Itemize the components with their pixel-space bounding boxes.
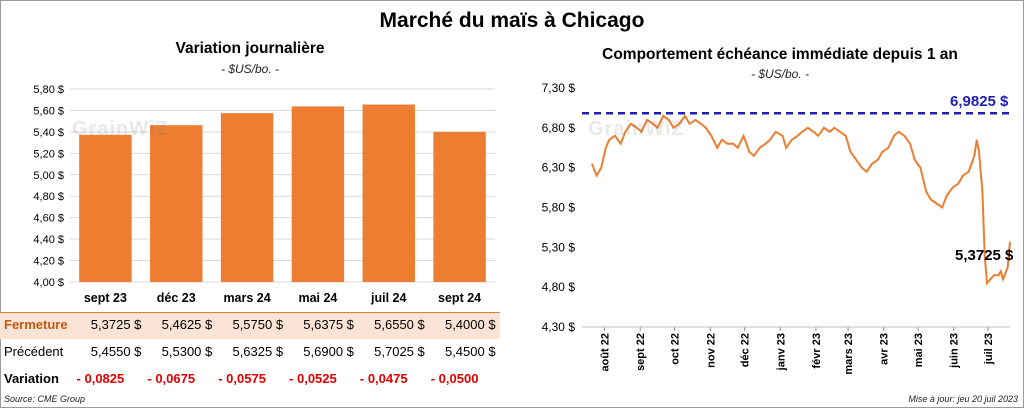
table-cell: 5,4625 $ xyxy=(161,317,213,332)
table-cell: 5,3725 $ xyxy=(90,317,142,332)
table-cell: 5,6900 $ xyxy=(303,344,354,359)
bar-y-tick-label: 4,00 $ xyxy=(33,277,64,289)
bar-x-label: déc 23 xyxy=(157,291,196,305)
bar-x-label: sept 24 xyxy=(438,291,481,305)
bar-y-tick-label: 5,20 $ xyxy=(33,148,64,160)
table-cell: 5,4550 $ xyxy=(90,344,142,359)
table-cell: - 0,0675 xyxy=(147,371,196,386)
line-x-tick-label: mars 23 xyxy=(843,333,855,375)
bar-2 xyxy=(150,125,203,282)
line-y-tick-label: 5,80 $ xyxy=(542,201,576,215)
bar-3 xyxy=(220,113,274,282)
line-x-tick-label: avr 23 xyxy=(879,333,891,365)
table-cell: 5,6550 $ xyxy=(374,317,425,332)
right-chart-title: Comportement échéance immédiate depuis 1… xyxy=(602,46,958,63)
line-y-tick-label: 4,30 $ xyxy=(542,320,576,334)
bar-y-tick-label: 4,60 $ xyxy=(33,213,64,225)
table-cell: - 0,0825 xyxy=(76,371,125,386)
bar-1 xyxy=(79,134,132,282)
line-x-tick-label: juil 23 xyxy=(983,333,995,365)
line-x-tick-label: mai 23 xyxy=(913,333,925,367)
bar-4 xyxy=(291,106,345,282)
line-y-tick-label: 6,80 $ xyxy=(542,121,576,135)
line-y-tick-label: 4,80 $ xyxy=(542,280,576,294)
bar-6 xyxy=(433,131,486,282)
table-cell: - 0,0525 xyxy=(289,371,337,386)
line-y-tick-label: 6,30 $ xyxy=(542,161,576,175)
bar-5 xyxy=(362,104,415,282)
watermark-right: GrainWiZ xyxy=(588,118,685,140)
table-cell: 5,7025 $ xyxy=(374,344,425,359)
fermeture-row-band xyxy=(0,312,500,339)
table-cell: - 0,0500 xyxy=(430,371,479,386)
bar-x-label: mai 24 xyxy=(298,291,337,305)
bar-chart: 4,00 $ 4,20 $ 4,40 $ 4,60 $ 4,80 $ 5,00 $ 5,20… xyxy=(33,84,495,305)
bar-y-tick-label: 5,60 $ xyxy=(33,105,64,117)
table-cell: - 0,0475 xyxy=(359,371,408,386)
last-value-label: 5,3725 $ xyxy=(955,247,1014,264)
update-note: Mise à jour: jeu 20 juil 2023 xyxy=(908,394,1018,404)
line-x-tick-label: janv 23 xyxy=(775,333,787,371)
table-cell: 5,6325 $ xyxy=(232,344,284,359)
bar-y-tick-label: 4,40 $ xyxy=(33,234,64,246)
table-cell: - 0,0575 xyxy=(218,371,266,386)
table-divider xyxy=(0,312,500,313)
line-y-tick-label: 5,30 $ xyxy=(542,240,576,254)
source-note: Source: CME Group xyxy=(4,394,86,404)
bar-x-label: mars 24 xyxy=(223,291,270,305)
line-x-tick-label: févr 23 xyxy=(811,333,823,368)
left-chart-unit: - $US/bo. - xyxy=(220,62,280,76)
table-cell: 5,6375 $ xyxy=(303,317,354,332)
watermark-left: GrainWiZ xyxy=(72,118,169,140)
bar-y-tick-label: 5,40 $ xyxy=(33,127,64,139)
bar-y-tick-label: 4,80 $ xyxy=(33,191,64,203)
table-cell: 5,5750 $ xyxy=(232,317,284,332)
line-x-tick-label: oct 22 xyxy=(670,333,682,365)
table-cell: 5,5300 $ xyxy=(161,344,213,359)
bar-y-tick-label: 5,80 $ xyxy=(33,84,64,96)
right-chart-unit: - $US/bo. - xyxy=(750,67,810,81)
line-x-tick-label: sept 22 xyxy=(635,333,647,371)
row-label-variation: Variation xyxy=(4,371,59,386)
bar-y-tick-label: 5,00 $ xyxy=(33,170,64,182)
bar-x-label: juil 24 xyxy=(370,291,406,305)
row-label-fermeture: Fermeture xyxy=(4,317,68,332)
line-x-tick-label: juin 23 xyxy=(949,333,961,369)
table-cell: 5,4500 $ xyxy=(444,344,496,359)
bar-x-label: sept 23 xyxy=(84,291,127,305)
line-x-tick-label: août 22 xyxy=(600,333,612,372)
left-chart-title: Variation journalière xyxy=(175,40,325,57)
page-title: Marché du maïs à Chicago xyxy=(379,9,645,32)
table-cell: 5,4000 $ xyxy=(444,317,496,332)
line-y-tick-label: 7,30 $ xyxy=(542,81,576,95)
line-x-tick-label: déc 22 xyxy=(740,333,752,367)
reference-value-label: 6,9825 $ xyxy=(950,93,1009,110)
row-label-précédent: Précédent xyxy=(4,344,64,359)
bar-y-tick-label: 4,20 $ xyxy=(33,256,64,268)
price-series-line xyxy=(591,114,1011,286)
line-x-tick-label: nov 22 xyxy=(705,333,717,368)
